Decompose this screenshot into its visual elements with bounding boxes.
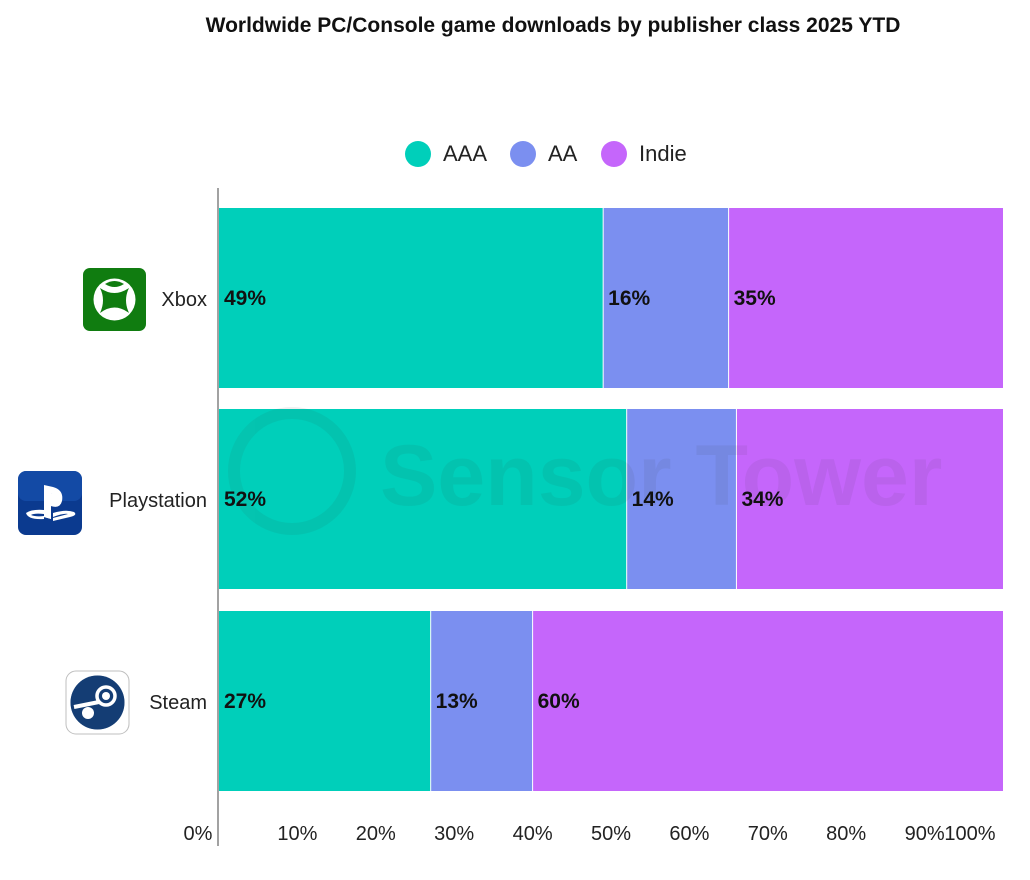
x-tick-label: 100% <box>944 823 995 845</box>
legend-item-aaa: AAA <box>405 138 487 170</box>
playstation-icon <box>18 471 82 535</box>
legend-swatch-aaa <box>405 141 431 167</box>
bar-playstation-indie <box>736 409 1003 589</box>
legend: AAA AA Indie <box>0 138 1030 170</box>
watermark-text: Sensor Tower <box>380 428 942 524</box>
bar-label-steam-indie: 60% <box>538 690 580 713</box>
x-tick-label: 20% <box>356 823 396 845</box>
x-axis-ticks: 0% 10% 20% 30% 40% 50% 60% 70% 80% 90% 100% <box>184 823 996 845</box>
x-tick-label: 80% <box>826 823 866 845</box>
legend-swatch-indie <box>601 141 627 167</box>
bar-steam-aaa <box>219 611 431 791</box>
legend-label-indie: Indie <box>639 141 687 166</box>
category-label-xbox: Xbox <box>161 289 207 311</box>
legend-item-aa: AA <box>510 138 577 170</box>
legend-item-indie: Indie <box>601 138 687 170</box>
category-label-playstation: Playstation <box>109 490 207 512</box>
category-label-steam: Steam <box>149 692 207 714</box>
bars-layer <box>219 208 1003 791</box>
legend-swatch-aa <box>510 141 536 167</box>
bar-label-xbox-aa: 16% <box>608 287 650 310</box>
labels-layer: 49% 16% 35% 52% 14% 34% 27% 13% 60% <box>224 287 784 713</box>
bar-label-steam-aaa: 27% <box>224 690 266 713</box>
x-tick-label: 90% <box>905 823 945 845</box>
y-axis-categories: Xbox Playstation Steam <box>109 289 207 714</box>
xbox-icon <box>83 268 146 331</box>
bar-playstation-aa <box>626 409 737 589</box>
legend-label-aa: AA <box>548 141 578 166</box>
x-tick-label: 0% <box>184 823 213 845</box>
bar-label-xbox-aaa: 49% <box>224 287 266 310</box>
bar-steam-indie <box>532 611 1003 791</box>
bar-label-steam-aa: 13% <box>436 690 478 713</box>
bar-label-playstation-indie: 34% <box>741 488 783 511</box>
watermark: Sensor Tower <box>228 407 942 535</box>
bar-label-xbox-indie: 35% <box>734 287 776 310</box>
bar-xbox-aa <box>603 208 729 388</box>
x-tick-label: 40% <box>513 823 553 845</box>
bar-label-playstation-aa: 14% <box>632 488 674 511</box>
x-tick-label: 70% <box>748 823 788 845</box>
steam-icon <box>65 670 130 735</box>
x-tick-label: 30% <box>434 823 474 845</box>
watermark-logo-icon <box>228 407 356 535</box>
bar-xbox-indie <box>728 208 1003 388</box>
bar-label-playstation-aaa: 52% <box>224 488 266 511</box>
legend-label-aaa: AAA <box>443 141 488 166</box>
bar-steam-aa <box>430 611 533 791</box>
bar-playstation-aaa <box>219 409 627 589</box>
chart-title: Worldwide PC/Console game downloads by p… <box>205 14 901 37</box>
x-tick-label: 10% <box>277 823 317 845</box>
x-tick-label: 50% <box>591 823 631 845</box>
bar-xbox-aaa <box>219 208 604 388</box>
x-tick-label: 60% <box>669 823 709 845</box>
